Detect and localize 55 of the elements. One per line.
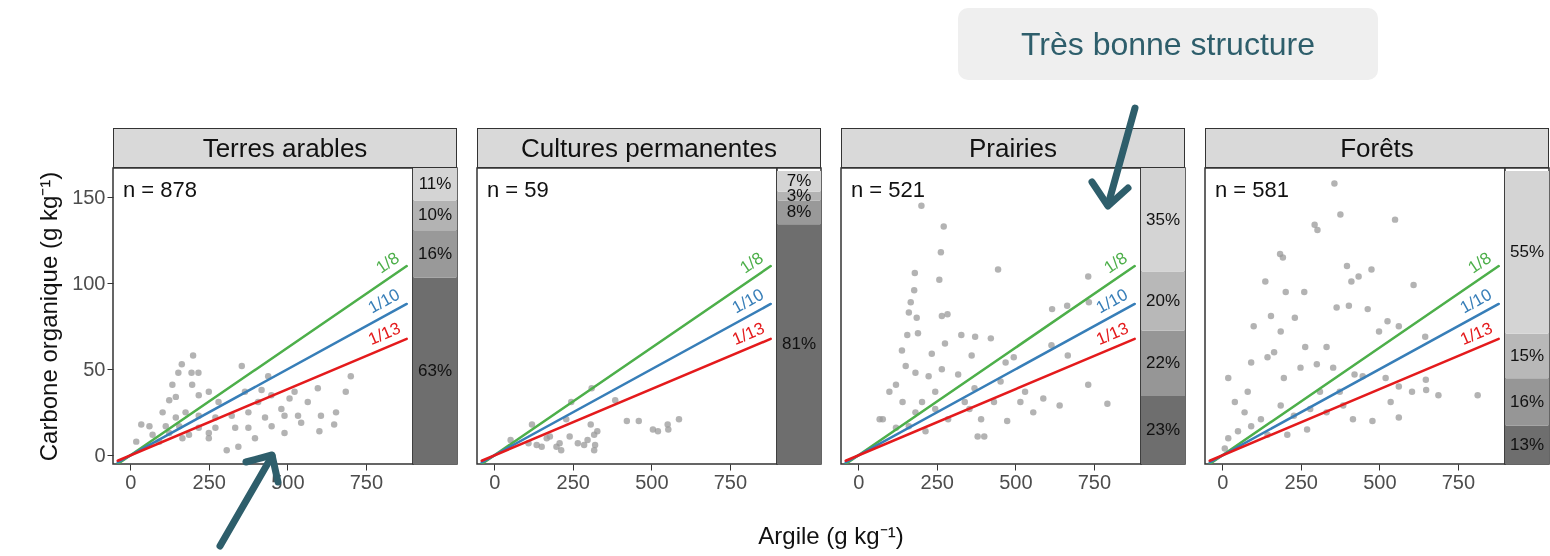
data-label: 63%: [417, 360, 453, 380]
data-label: 13%: [1509, 434, 1545, 454]
y-tick-label: 0: [94, 443, 106, 466]
x-tick-label: 250: [1284, 470, 1318, 493]
text: 1/8: [1100, 248, 1131, 278]
data-label: 16%: [1509, 391, 1545, 411]
chart-title: Cultures permanentes: [477, 128, 821, 168]
x-tick-label: 250: [192, 470, 226, 493]
annotation: n = 878: [123, 177, 198, 202]
annotation: n = 581: [1215, 177, 1290, 202]
data-label: 35%: [1145, 209, 1181, 229]
y-tick-label: 50: [83, 357, 106, 380]
x-tick-label: 750: [349, 470, 384, 493]
text: 1/10: [1456, 284, 1496, 318]
x-tick-label: 500: [635, 470, 669, 493]
data-label: 16%: [417, 243, 453, 263]
annotation: n = 59: [487, 177, 549, 202]
x-tick-label: 0: [489, 470, 501, 493]
text: 1/8: [1464, 248, 1495, 278]
x-tick-label: 750: [713, 470, 748, 493]
data-label: 81%: [781, 334, 817, 354]
data-label: 10%: [417, 205, 453, 225]
x-tick-label: 500: [999, 470, 1033, 493]
text: 1/10: [1092, 284, 1132, 318]
y-tick-label: 150: [72, 185, 106, 208]
text: 1/8: [372, 248, 403, 278]
text: 1/13: [1093, 318, 1132, 349]
data-label: 22%: [1145, 353, 1181, 373]
x-tick-label: 0: [1217, 470, 1229, 493]
x-tick-label: 250: [920, 470, 954, 493]
x-tick-label: 750: [1441, 470, 1476, 493]
data-label: 15%: [1509, 345, 1545, 365]
x-tick-label: 0: [853, 470, 865, 493]
data-label: 20%: [1145, 291, 1181, 311]
y-axis-title: Carbone organique (g kg⁻¹): [35, 171, 63, 462]
text: 1/8: [736, 248, 767, 278]
y-tick-label: 100: [72, 271, 106, 294]
text: 1/13: [1457, 318, 1496, 349]
data-label: 23%: [1145, 419, 1181, 439]
x-tick-label: 250: [556, 470, 590, 493]
text: 1/10: [364, 284, 404, 318]
text: 1/10: [728, 284, 768, 318]
annotation: n = 521: [851, 177, 926, 202]
data-label: 55%: [1509, 242, 1545, 262]
data-label: 11%: [418, 174, 452, 194]
x-tick-label: 500: [1363, 470, 1397, 493]
x-tick-label: 750: [1077, 470, 1112, 493]
chart-title: Prairies: [841, 128, 1185, 168]
text: Très bonne structure: [958, 8, 1378, 80]
text: 1/13: [729, 318, 768, 349]
chart-title: Terres arables: [113, 128, 457, 168]
chart-title: Forêts: [1205, 128, 1549, 168]
x-axis-title: Argile (g kg⁻¹): [758, 518, 904, 551]
x-tick-label: 0: [125, 470, 137, 493]
text: 1/13: [365, 318, 404, 349]
